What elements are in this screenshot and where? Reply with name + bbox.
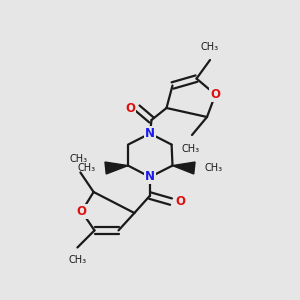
Text: CH₃: CH₃	[68, 255, 86, 265]
Text: O: O	[125, 101, 135, 115]
Text: O: O	[210, 88, 220, 101]
Text: CH₃: CH₃	[182, 144, 200, 154]
Text: CH₃: CH₃	[78, 163, 96, 173]
Text: N: N	[145, 170, 155, 184]
Polygon shape	[105, 162, 128, 174]
Text: O: O	[76, 205, 87, 218]
Text: CH₃: CH₃	[70, 154, 88, 164]
Text: O: O	[175, 195, 185, 208]
Polygon shape	[172, 162, 195, 174]
Text: N: N	[145, 127, 155, 140]
Text: CH₃: CH₃	[201, 43, 219, 52]
Text: CH₃: CH₃	[204, 163, 222, 173]
